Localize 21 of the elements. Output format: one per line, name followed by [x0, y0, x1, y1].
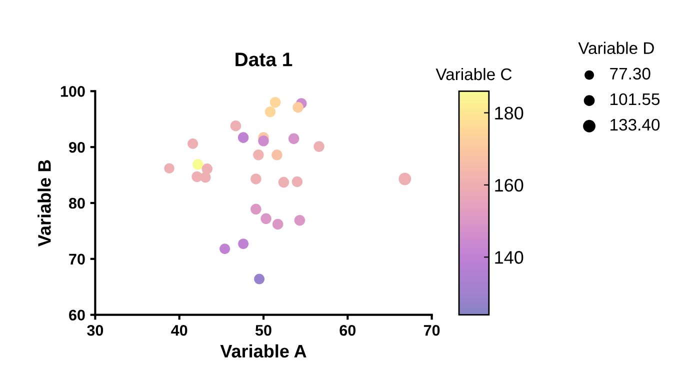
y-tick-label: 90: [69, 142, 85, 153]
x-tick-label: 60: [340, 324, 356, 336]
color-bar-label: 160: [495, 178, 524, 192]
y-tick-label: 70: [69, 254, 85, 265]
legend-title: Variable D: [578, 42, 654, 54]
legend-label: 133.40: [610, 118, 660, 131]
x-tick-label: 30: [87, 324, 104, 336]
color-bar-title: Variable C: [436, 68, 512, 80]
x-tick-label: 50: [255, 324, 272, 336]
x-axis-title: Variable A: [220, 344, 306, 358]
color-bar-label: 140: [495, 251, 524, 264]
y-tick-label: 80: [68, 198, 85, 209]
x-tick-label: 70: [424, 324, 440, 336]
legend-label: 77.30: [610, 68, 650, 80]
x-tick-label: 40: [171, 324, 188, 336]
legend-label: 101.55: [610, 93, 660, 106]
y-axis-title: Variable B: [38, 160, 51, 247]
y-tick-label: 100: [60, 86, 85, 97]
y-tick-label: 60: [69, 310, 85, 321]
chart-title: Data 1: [236, 52, 292, 66]
color-bar-label: 180: [495, 106, 524, 120]
